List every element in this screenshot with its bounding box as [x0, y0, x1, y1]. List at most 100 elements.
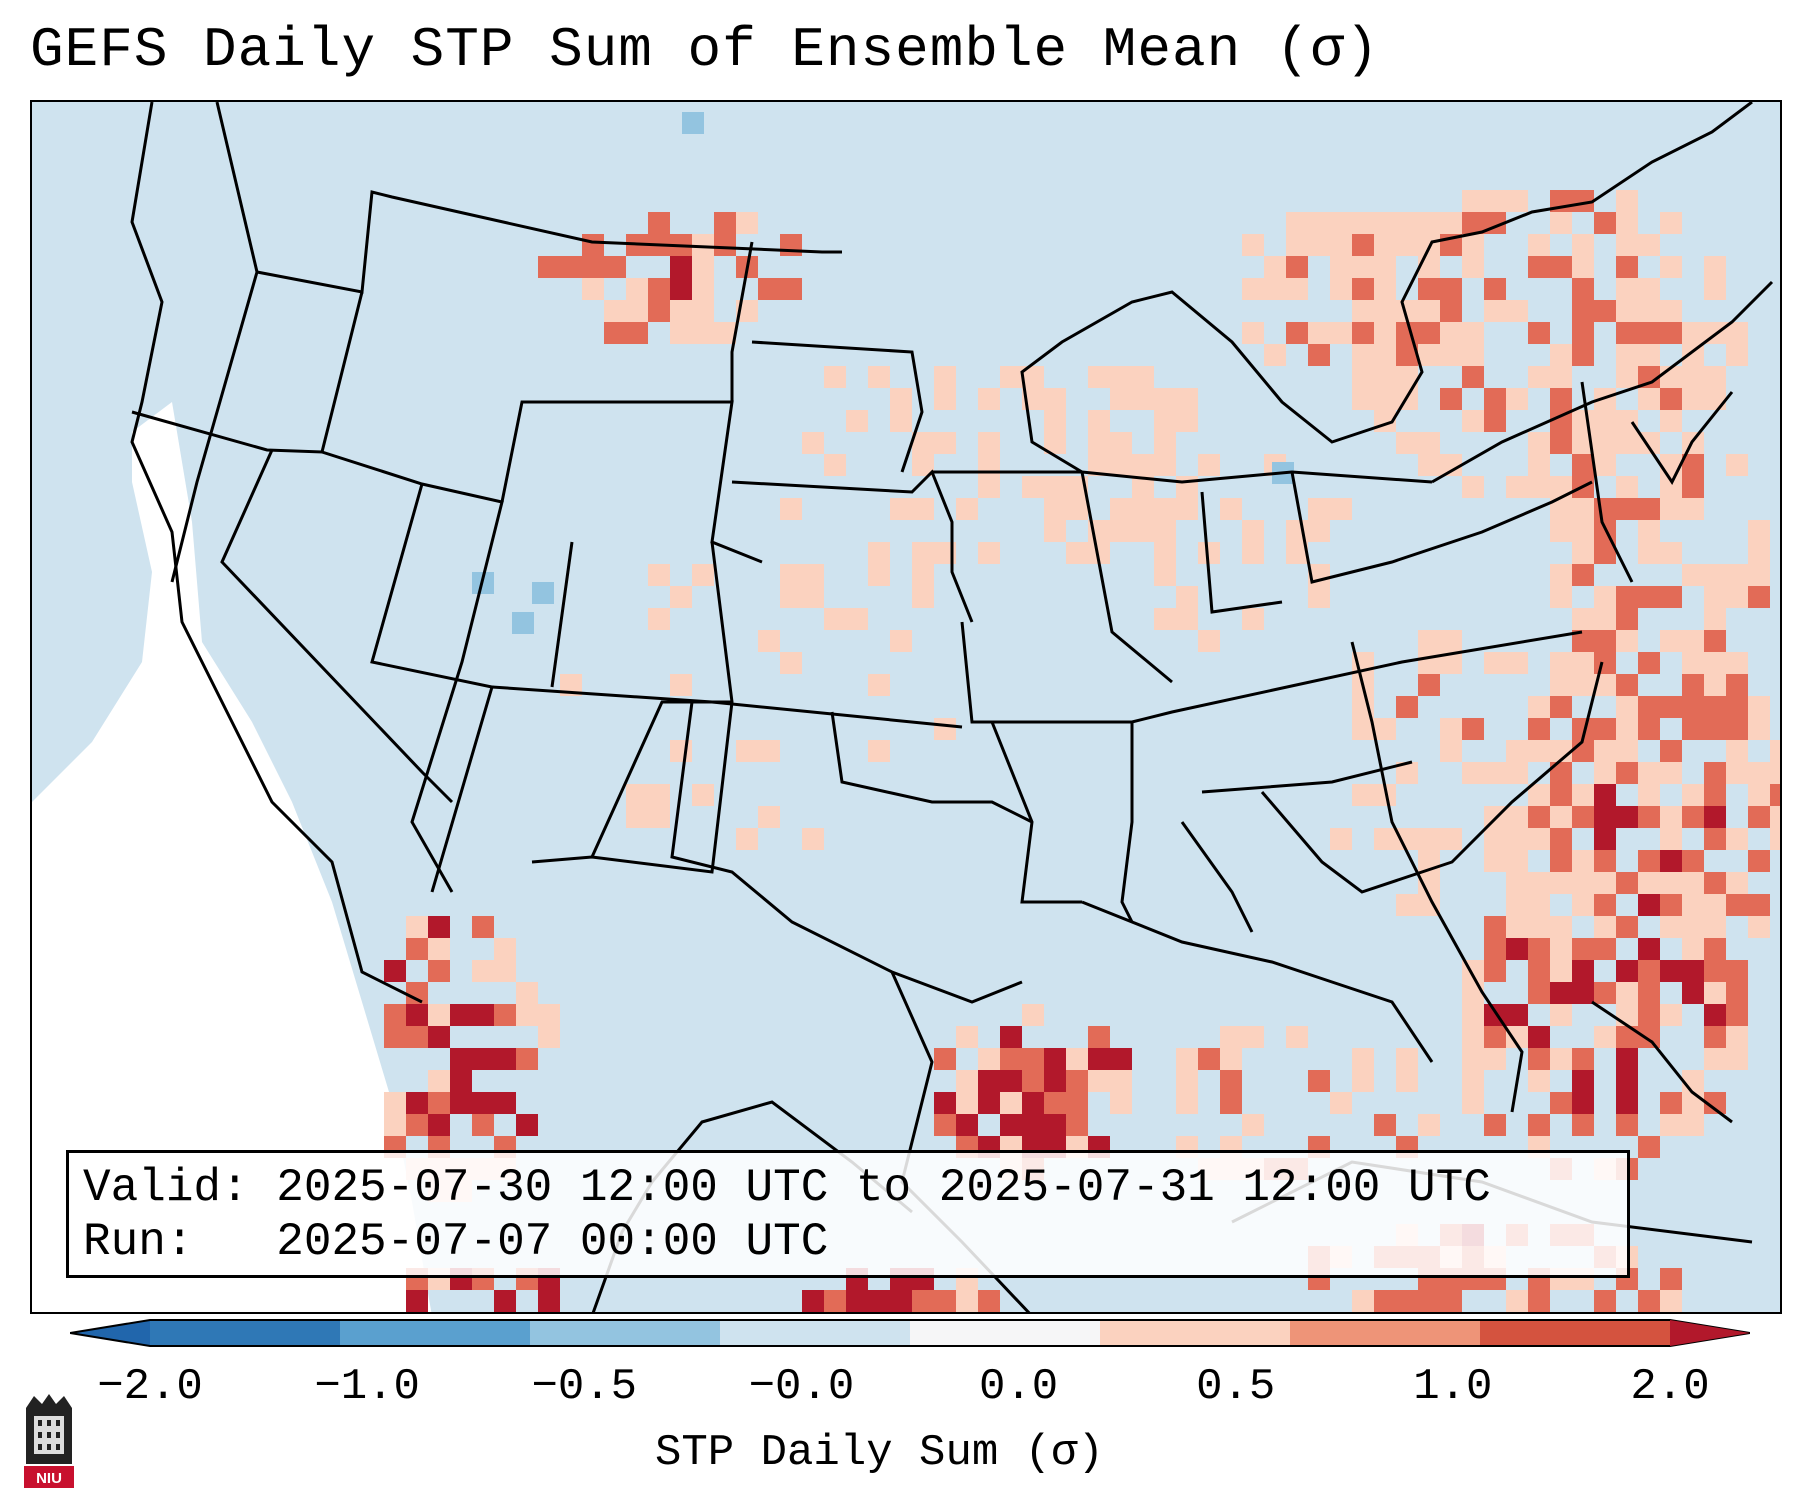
anomaly-cell: [1682, 894, 1704, 916]
anomaly-cell: [1462, 1070, 1484, 1092]
anomaly-cell: [1528, 1290, 1550, 1312]
anomaly-cell: [1638, 344, 1660, 366]
anomaly-cell: [1506, 190, 1528, 212]
anomaly-cell: [472, 1092, 494, 1114]
anomaly-cell: [890, 1290, 912, 1312]
anomaly-cell: [1572, 938, 1594, 960]
anomaly-cell: [1462, 322, 1484, 344]
anomaly-cell: [1132, 498, 1154, 520]
anomaly-cell: [1726, 828, 1748, 850]
anomaly-cell: [1726, 1004, 1748, 1026]
anomaly-cell: [1550, 256, 1572, 278]
anomaly-cell: [1528, 1114, 1550, 1136]
anomaly-cell: [1726, 740, 1748, 762]
anomaly-cell: [1572, 520, 1594, 542]
anomaly-cell: [978, 1092, 1000, 1114]
anomaly-cell: [1572, 872, 1594, 894]
anomaly-cell: [1396, 828, 1418, 850]
anomaly-cell: [1308, 586, 1330, 608]
anomaly-cell: [1396, 1290, 1418, 1312]
anomaly-cell: [1594, 850, 1616, 872]
anomaly-cell: [1132, 454, 1154, 476]
anomaly-cell: [1330, 828, 1352, 850]
anomaly-cell: [1550, 806, 1572, 828]
anomaly-cell: [1484, 1048, 1506, 1070]
anomaly-cell: [1638, 1026, 1660, 1048]
anomaly-cell: [1616, 322, 1638, 344]
anomaly-cell: [692, 300, 714, 322]
anomaly-cell: [1176, 608, 1198, 630]
anomaly-cell: [384, 1004, 406, 1026]
anomaly-cell: [1572, 234, 1594, 256]
anomaly-cell: [1044, 1048, 1066, 1070]
anomaly-cell: [1506, 652, 1528, 674]
anomaly-cell: [670, 300, 692, 322]
anomaly-cell: [516, 1048, 538, 1070]
anomaly-cell: [1660, 212, 1682, 234]
anomaly-cell: [1000, 1070, 1022, 1092]
anomaly-cell: [494, 1092, 516, 1114]
anomaly-cell: [1704, 916, 1726, 938]
anomaly-cell: [1572, 542, 1594, 564]
colorbar-extend-high: [1670, 1320, 1750, 1346]
anomaly-cell: [1572, 806, 1594, 828]
anomaly-cell: [1550, 1048, 1572, 1070]
anomaly-cell: [472, 1114, 494, 1136]
anomaly-cell: [1572, 1048, 1594, 1070]
anomaly-cell: [1770, 784, 1780, 806]
anomaly-cell: [1550, 432, 1572, 454]
anomaly-cell: [428, 1114, 450, 1136]
anomaly-cell: [1550, 410, 1572, 432]
anomaly-cell: [868, 564, 890, 586]
anomaly-cell: [1594, 300, 1616, 322]
anomaly-cell: [1088, 432, 1110, 454]
anomaly-cell: [1550, 388, 1572, 410]
anomaly-cell: [1704, 806, 1726, 828]
anomaly-cell: [868, 674, 890, 696]
anomaly-cell: [978, 388, 1000, 410]
anomaly-cell: [670, 586, 692, 608]
anomaly-cell: [1528, 806, 1550, 828]
anomaly-cell: [1682, 322, 1704, 344]
anomaly-cell: [1616, 718, 1638, 740]
anomaly-cell: [1616, 1092, 1638, 1114]
anomaly-cell: [1616, 740, 1638, 762]
anomaly-cell: [1352, 784, 1374, 806]
anomaly-cell: [1704, 586, 1726, 608]
anomaly-cell: [1572, 410, 1594, 432]
anomaly-cell: [428, 960, 450, 982]
anomaly-cell: [1638, 1290, 1660, 1312]
anomaly-cell: [1704, 256, 1726, 278]
colorbar-segment: [1100, 1320, 1291, 1346]
anomaly-cell: [1748, 784, 1770, 806]
anomaly-cell: [648, 806, 670, 828]
anomaly-cell: [1308, 1070, 1330, 1092]
anomaly-cell: [1704, 1048, 1726, 1070]
anomaly-cell: [1638, 982, 1660, 1004]
anomaly-cell: [1396, 344, 1418, 366]
anomaly-cell: [1088, 542, 1110, 564]
anomaly-cell: [1616, 1048, 1638, 1070]
anomaly-cell: [1374, 366, 1396, 388]
anomaly-cell: [1242, 322, 1264, 344]
anomaly-cell: [1638, 300, 1660, 322]
anomaly-cell: [1418, 630, 1440, 652]
anomaly-cell: [1308, 344, 1330, 366]
anomaly-cell: [494, 1004, 516, 1026]
anomaly-cell: [1418, 872, 1440, 894]
anomaly-cell: [1154, 388, 1176, 410]
anomaly-cell: [1572, 630, 1594, 652]
anomaly-cell: [1462, 410, 1484, 432]
anomaly-cell: [846, 608, 868, 630]
anomaly-cell: [1748, 850, 1770, 872]
anomaly-cell: [1682, 718, 1704, 740]
anomaly-cell: [1132, 388, 1154, 410]
anomaly-cell: [1616, 960, 1638, 982]
anomaly-cell: [1638, 278, 1660, 300]
anomaly-cell: [1528, 894, 1550, 916]
missing-data-region: [32, 402, 432, 1312]
anomaly-cell: [582, 278, 604, 300]
anomaly-cell: [1616, 212, 1638, 234]
anomaly-cell: [1572, 300, 1594, 322]
anomaly-cell: [1242, 542, 1264, 564]
